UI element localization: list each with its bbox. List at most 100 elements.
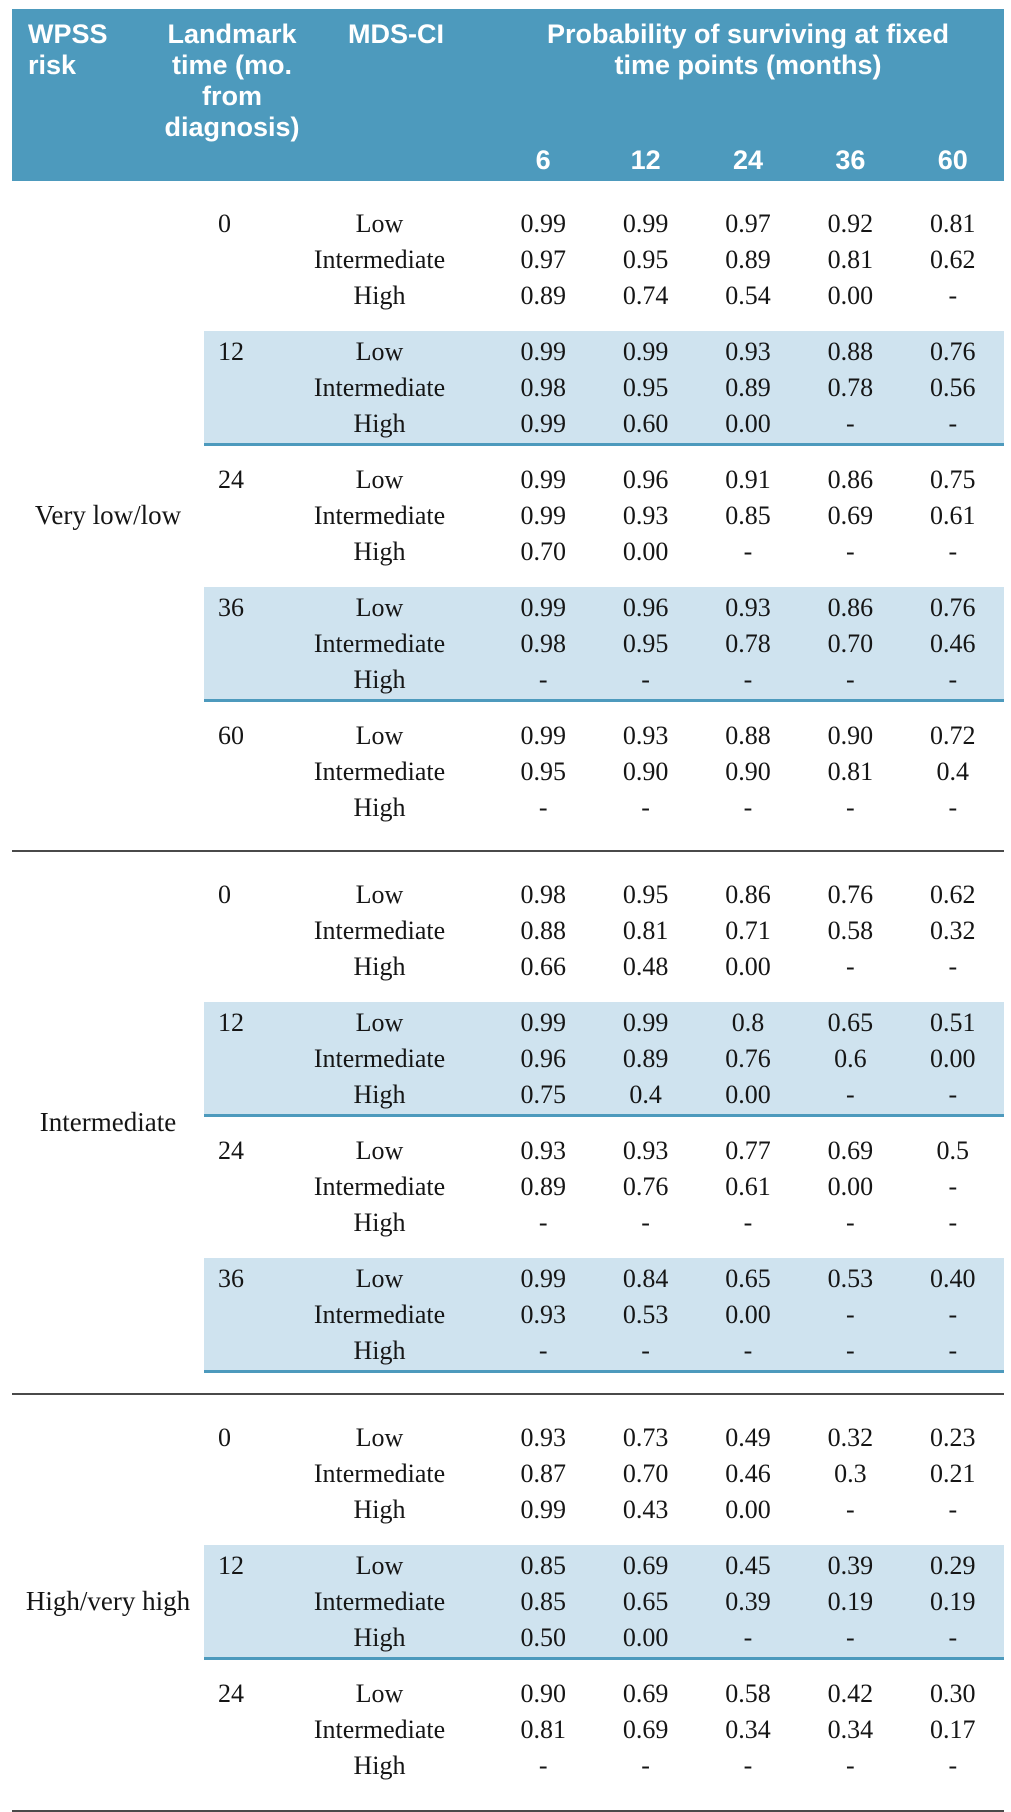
value-cell: 0.90: [622, 757, 669, 786]
value-cell: 0.76: [725, 1044, 771, 1073]
table-row: 60 Low 0.99 0.93 0.88 0.90 0.72: [12, 718, 1004, 754]
mds-ci-cell: Intermediate: [313, 1044, 446, 1073]
value-cell: 0.92: [827, 209, 874, 238]
landmark-block: 60 Low 0.99 0.93 0.88 0.90 0.72 Intermediate 0.9…: [12, 715, 1004, 830]
header-time-12: 12: [630, 145, 661, 175]
value-cell: 0.97: [725, 209, 771, 238]
value-cell: -: [948, 281, 958, 310]
mds-ci-cell: High: [353, 409, 406, 438]
value-cell: -: [743, 537, 753, 566]
mds-ci-cell: Intermediate: [313, 373, 446, 402]
value-cell: 0.99: [622, 209, 669, 238]
landmark-block: 36 Low 0.99 0.84 0.65 0.53 0.40 Intermediate 0.9…: [12, 1258, 1004, 1373]
value-cell: 0.85: [520, 1587, 566, 1616]
landmark-cell: [212, 278, 267, 314]
mds-ci-cell: High: [353, 1495, 406, 1524]
value-cell: 0.99: [520, 409, 566, 438]
table-row: High 0.99 0.43 0.00 - -: [12, 1492, 1004, 1528]
value-cell: -: [846, 1495, 855, 1524]
value-cell: 0.99: [520, 209, 566, 238]
header-time-36: 36: [835, 145, 866, 175]
landmark-cell: 60: [218, 721, 244, 750]
value-cell: 0.98: [520, 629, 566, 658]
risk-group: Very low/low 0 Low 0.99 0.99 0.97 0.92 0.81 Inte…: [12, 181, 1004, 850]
mds-ci-cell: Low: [355, 337, 404, 366]
value-cell: 0.21: [930, 1459, 976, 1488]
table-row: Intermediate 0.98 0.95 0.89 0.78 0.56: [12, 370, 1004, 406]
value-cell: 0.53: [622, 1300, 669, 1329]
value-cell: 0.30: [930, 1679, 976, 1708]
value-cell: 0.81: [622, 916, 669, 945]
header-time-6: 6: [535, 145, 551, 175]
landmark-cell: [212, 1333, 267, 1369]
mds-ci-cell: Intermediate: [313, 245, 446, 274]
table-row: 24 Low 0.93 0.93 0.77 0.69 0.5: [12, 1133, 1004, 1169]
landmark-block: 36 Low 0.99 0.96 0.93 0.86 0.76 Intermediate 0.9…: [12, 587, 1004, 702]
value-cell: 0.69: [622, 1679, 669, 1708]
value-cell: 0.93: [622, 1136, 669, 1165]
table-row: High 0.50 0.00 - - -: [12, 1620, 1004, 1656]
value-cell: -: [743, 1623, 753, 1652]
value-cell: 0.86: [827, 593, 874, 622]
value-cell: 0.32: [827, 1423, 874, 1452]
value-cell: -: [846, 1300, 855, 1329]
value-cell: 0.46: [930, 629, 976, 658]
value-cell: 0.29: [930, 1551, 976, 1580]
value-cell: 0.85: [725, 501, 771, 530]
value-cell: 0.93: [520, 1136, 566, 1165]
header-spacer: [12, 143, 492, 177]
mds-ci-cell: High: [353, 793, 406, 822]
value-cell: 0.99: [622, 1008, 669, 1037]
mds-ci-cell: Low: [355, 1264, 404, 1293]
mds-ci-cell: Low: [355, 880, 404, 909]
table-row: Intermediate 0.87 0.70 0.46 0.3 0.21: [12, 1456, 1004, 1492]
value-cell: 0.00: [827, 1172, 874, 1201]
value-cell: 0.88: [827, 337, 874, 366]
landmark-cell: [212, 242, 267, 278]
landmark-cell: [212, 662, 267, 698]
value-cell: 0.93: [622, 721, 669, 750]
mds-ci-cell: Intermediate: [313, 916, 446, 945]
value-cell: 0.93: [622, 501, 669, 530]
value-cell: 0.81: [827, 245, 874, 274]
value-cell: 0.99: [520, 465, 566, 494]
value-cell: 0.40: [930, 1264, 976, 1293]
landmark-cell: 0: [218, 1423, 231, 1452]
value-cell: -: [538, 793, 548, 822]
survival-probability-table: WPSS risk Landmark time (mo. from diagno…: [12, 9, 1004, 1812]
mds-ci-cell: Intermediate: [313, 1587, 446, 1616]
value-cell: 0.88: [520, 916, 566, 945]
value-cell: 0.32: [930, 916, 976, 945]
landmark-cell: [212, 534, 267, 570]
table-row: Intermediate 0.96 0.89 0.76 0.6 0.00: [12, 1041, 1004, 1077]
mds-ci-cell: Low: [355, 1008, 404, 1037]
mds-ci-cell: Low: [355, 465, 404, 494]
table-row: 36 Low 0.99 0.96 0.93 0.86 0.76: [12, 590, 1004, 626]
table-row: 12 Low 0.99 0.99 0.93 0.88 0.76: [12, 334, 1004, 370]
landmark-cell: 24: [218, 465, 244, 494]
landmark-cell: [212, 1169, 267, 1205]
table-row: 0 Low 0.99 0.99 0.97 0.92 0.81: [12, 206, 1004, 242]
value-cell: -: [641, 1751, 650, 1780]
table-row: Intermediate 0.95 0.90 0.90 0.81 0.4: [12, 754, 1004, 790]
mds-ci-cell: High: [353, 1208, 406, 1237]
table-row: Intermediate 0.88 0.81 0.71 0.58 0.32: [12, 913, 1004, 949]
value-cell: 0.00: [725, 1080, 771, 1109]
value-cell: 0.70: [827, 629, 874, 658]
mds-ci-cell: Low: [355, 209, 404, 238]
value-cell: 0.95: [622, 373, 669, 402]
value-cell: 0.58: [827, 916, 874, 945]
landmark-cell: 0: [218, 880, 231, 909]
risk-group: Intermediate 0 Low 0.98 0.95 0.86 0.76 0.62 Inte…: [12, 850, 1004, 1393]
mds-ci-cell: Intermediate: [313, 501, 446, 530]
value-cell: -: [948, 1300, 958, 1329]
table-row: Intermediate 0.93 0.53 0.00 - -: [12, 1297, 1004, 1333]
table-row: Intermediate 0.85 0.65 0.39 0.19 0.19: [12, 1584, 1004, 1620]
table-row: Intermediate 0.98 0.95 0.78 0.70 0.46: [12, 626, 1004, 662]
value-cell: 0.98: [520, 373, 566, 402]
table-row: 0 Low 0.93 0.73 0.49 0.32 0.23: [12, 1420, 1004, 1456]
landmark-cell: [212, 1456, 267, 1492]
risk-group-label: Very low/low: [34, 500, 182, 530]
header-time-24: 24: [732, 145, 764, 175]
value-cell: 0.90: [827, 721, 874, 750]
